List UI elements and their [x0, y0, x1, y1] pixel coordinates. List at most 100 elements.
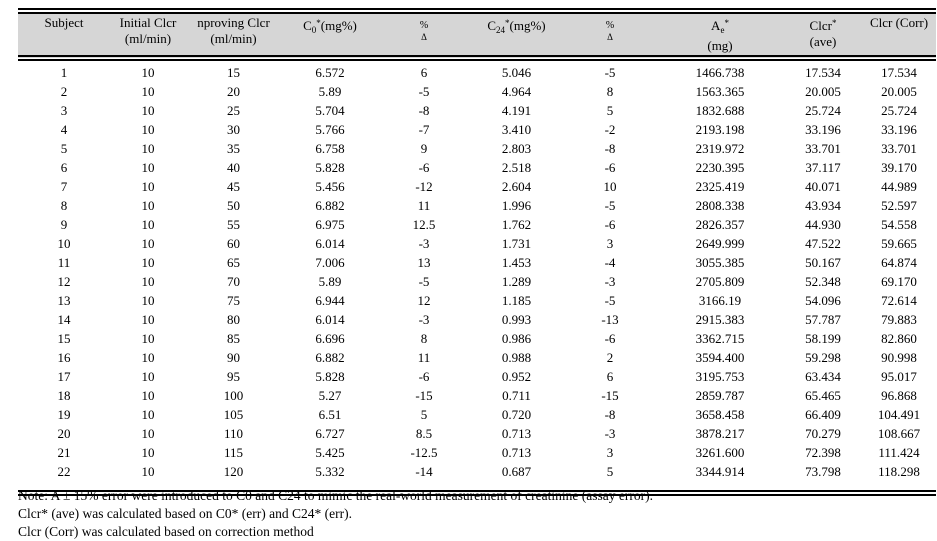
table-row: 18 10 100 5.27 -15 0.711 -15 2859.787 65.465 96.8…	[18, 386, 936, 405]
table-cell: 21	[57, 445, 71, 460]
table-cell: 65.465	[805, 388, 841, 403]
header-label: A	[711, 18, 721, 33]
table-cell: 2193.198	[695, 122, 745, 137]
header-label: Subject	[44, 15, 84, 30]
table-cell: 75	[227, 293, 240, 308]
table-cell: 5.89	[318, 274, 342, 289]
table-cell: 1.762	[501, 217, 532, 232]
table-cell: 65	[227, 255, 240, 270]
table-cell: 40	[227, 160, 240, 175]
table-row: 7 10 45 5.456 -12 2.604 10 2325.419 40.071 44.989	[18, 177, 936, 196]
table-cell: 6.727	[315, 426, 345, 441]
table-cell: 8	[420, 331, 428, 346]
table-cell: 0.952	[501, 369, 532, 384]
header-row: Subject Initial Clcr (ml/min) nproving C…	[18, 14, 936, 61]
table-cell: -5	[604, 65, 616, 80]
table-cell: 13	[417, 255, 431, 270]
table-cell: 6	[606, 369, 614, 384]
table-cell: 10	[141, 445, 155, 460]
table-cell: 90.998	[881, 350, 917, 365]
table-cell: 6.882	[315, 198, 345, 213]
table-cell: -6	[418, 369, 430, 384]
table-cell: -5	[418, 274, 430, 289]
table-cell: 85	[227, 331, 240, 346]
table-cell: 10	[141, 217, 155, 232]
table-cell: 12	[417, 293, 431, 308]
table-cell: 79.883	[881, 312, 917, 327]
table-cell: 2.518	[501, 160, 532, 175]
header-superscript: *	[316, 18, 321, 28]
table-cell: 10	[141, 407, 155, 422]
table-cell: 54.558	[881, 217, 917, 232]
table-cell: 10	[141, 369, 155, 384]
table-row: 12 10 70 5.89 -5 1.289 -3 2705.809 52.348 69.170	[18, 272, 936, 291]
table-row: 15 10 85 6.696 8 0.986 -6 3362.715 58.199 82.860	[18, 329, 936, 348]
table-row: 5 10 35 6.758 9 2.803 -8 2319.972 33.701 33.701	[18, 139, 936, 158]
table-cell: -8	[418, 103, 430, 118]
footnotes: Note: A ± 15% error were introduced to C…	[18, 487, 928, 541]
table-cell: 3166.19	[698, 293, 742, 308]
table-cell: 3878.217	[695, 426, 745, 441]
table-cell: 100	[223, 388, 244, 403]
table-row: 16 10 90 6.882 11 0.988 2 3594.400 59.298 90.998	[18, 348, 936, 367]
table-cell: -8	[604, 407, 616, 422]
table-cell: -3	[604, 426, 616, 441]
table-cell: 3	[606, 236, 614, 251]
header-unit: (mg%)	[509, 18, 546, 33]
table-cell: 35	[227, 141, 240, 156]
delta-symbol: Δ	[607, 32, 613, 42]
table-body: 1 10 15 6.572 6 5.046 -5 1466.738 17.534 17.534 2 1…	[18, 58, 936, 481]
table-cell: 2.803	[501, 141, 532, 156]
table-cell: 44.930	[805, 217, 841, 232]
table-cell: 3658.458	[695, 407, 745, 422]
table-cell: 1466.738	[695, 65, 745, 80]
header-subscript: e	[720, 25, 725, 35]
table-cell: 63.434	[805, 369, 841, 384]
table-cell: -5	[418, 84, 430, 99]
table-cell: 6.758	[315, 141, 345, 156]
table-cell: 11	[417, 198, 431, 213]
table-cell: 45	[227, 179, 240, 194]
table-cell: 50.167	[805, 255, 841, 270]
col-header-pct-delta-c24: % Δ	[564, 14, 656, 61]
table-row: 8 10 50 6.882 11 1.996 -5 2808.338 43.934 52.597	[18, 196, 936, 215]
delta-symbol: Δ	[421, 32, 427, 42]
table-cell: 1	[60, 65, 68, 80]
table-cell: 20.005	[805, 84, 841, 99]
table-cell: 10	[141, 160, 155, 175]
table-cell: 5.332	[315, 464, 345, 479]
table-cell: 2325.419	[695, 179, 745, 194]
table-cell: 8	[606, 84, 614, 99]
table-cell: 9	[420, 141, 428, 156]
col-header-ae: Ae* (mg)	[656, 14, 784, 61]
table-cell: 70	[227, 274, 240, 289]
header-unit: (mg)	[707, 38, 733, 53]
table-cell: -3	[418, 312, 430, 327]
table-cell: 0.713	[501, 445, 532, 460]
table-cell: 8.5	[415, 426, 433, 441]
header-label: C	[303, 18, 312, 33]
table-row: 20 10 110 6.727 8.5 0.713 -3 3878.217 70.279 108.…	[18, 424, 936, 443]
table-cell: 82.860	[881, 331, 917, 346]
header-superscript: *	[831, 18, 837, 28]
header-label: Clcr (Corr)	[869, 15, 929, 30]
table-cell: -4	[604, 255, 616, 270]
table-cell: 0.687	[501, 464, 532, 479]
table-cell: 12	[57, 274, 71, 289]
table-cell: 6	[60, 160, 68, 175]
table-cell: 6.944	[315, 293, 345, 308]
table-cell: 10	[141, 350, 155, 365]
table-cell: 2859.787	[695, 388, 745, 403]
table-cell: 3261.600	[695, 445, 745, 460]
table-cell: 6.696	[315, 331, 345, 346]
table-cell: 4.191	[501, 103, 532, 118]
table-cell: 0.720	[501, 407, 532, 422]
table-cell: 5.89	[318, 84, 342, 99]
table-cell: 5.766	[315, 122, 345, 137]
table-cell: 60	[227, 236, 240, 251]
table-cell: 33.196	[881, 122, 917, 137]
table-cell: 54.096	[805, 293, 841, 308]
table-cell: 111.424	[878, 445, 920, 460]
table-cell: 1.996	[501, 198, 532, 213]
